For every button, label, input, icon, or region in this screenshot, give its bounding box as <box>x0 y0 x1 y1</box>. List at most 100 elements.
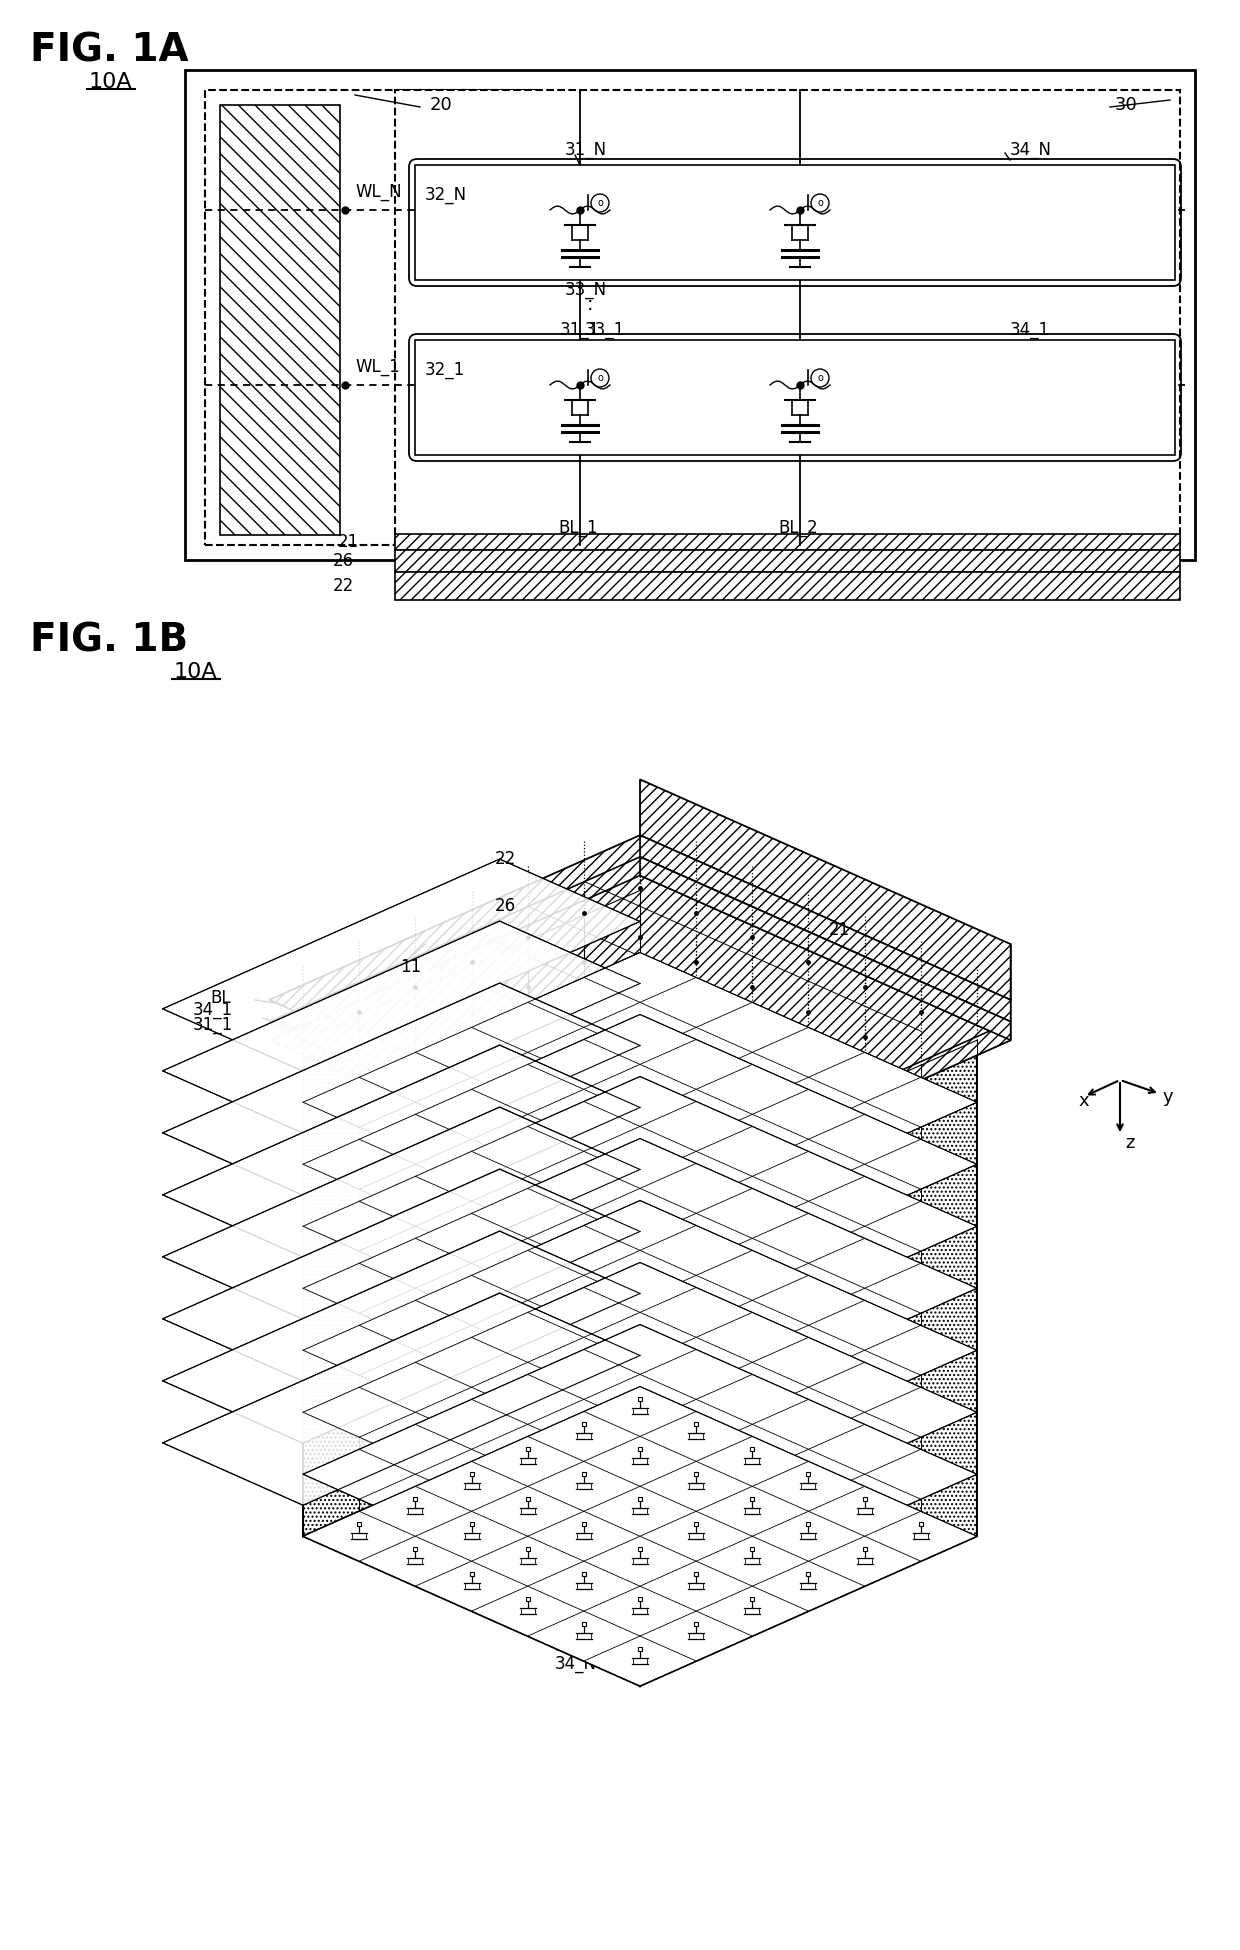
Polygon shape <box>303 1039 640 1687</box>
Bar <box>352 1533 366 1539</box>
Bar <box>396 90 1180 544</box>
Text: 31_N: 31_N <box>565 140 608 160</box>
Polygon shape <box>269 856 1011 1186</box>
Bar <box>408 1558 423 1564</box>
Bar <box>689 1632 703 1640</box>
Polygon shape <box>162 983 640 1195</box>
Polygon shape <box>162 1108 640 1320</box>
Text: 26: 26 <box>334 552 355 569</box>
Polygon shape <box>303 1262 977 1562</box>
Text: 11: 11 <box>401 957 422 975</box>
Bar <box>632 1507 647 1515</box>
Bar <box>689 1583 703 1589</box>
Text: 32_1: 32_1 <box>425 361 465 378</box>
Text: :: : <box>587 296 593 314</box>
Text: 32_N: 32_N <box>425 185 467 205</box>
Text: BL: BL <box>210 989 231 1006</box>
Bar <box>465 1583 479 1589</box>
Bar <box>521 1558 534 1564</box>
Text: 30: 30 <box>1115 96 1138 113</box>
Polygon shape <box>640 780 1011 1000</box>
Text: 26: 26 <box>495 897 516 915</box>
Bar <box>745 1507 759 1515</box>
Bar <box>632 1609 647 1615</box>
Polygon shape <box>303 952 977 1252</box>
Text: FIG. 1B: FIG. 1B <box>30 620 188 659</box>
Bar <box>858 1507 872 1515</box>
Polygon shape <box>640 1039 977 1687</box>
Bar <box>219 105 340 534</box>
Text: 34_1: 34_1 <box>193 1000 233 1020</box>
Text: 34_N: 34_N <box>556 1656 596 1673</box>
Bar <box>396 550 1180 571</box>
Polygon shape <box>303 1201 977 1500</box>
Bar <box>577 1632 590 1640</box>
Polygon shape <box>640 835 1011 1022</box>
Bar <box>521 1507 534 1515</box>
Text: WL: WL <box>448 1295 475 1312</box>
Text: BL_2: BL_2 <box>777 519 817 536</box>
Bar <box>408 1507 423 1515</box>
Text: o: o <box>817 372 823 382</box>
Polygon shape <box>640 1000 1011 1186</box>
Text: 20: 20 <box>430 96 453 113</box>
Polygon shape <box>162 1045 640 1258</box>
Polygon shape <box>303 1139 977 1437</box>
Text: 10A: 10A <box>174 661 217 682</box>
Polygon shape <box>162 860 640 1071</box>
Polygon shape <box>640 1022 1011 1205</box>
Bar <box>577 1533 590 1539</box>
Text: BL_1: BL_1 <box>558 519 598 536</box>
Polygon shape <box>162 1293 640 1505</box>
Text: o: o <box>598 372 603 382</box>
Bar <box>577 1484 590 1490</box>
Bar <box>632 1558 647 1564</box>
Text: 31_N: 31_N <box>556 1636 598 1656</box>
Text: WL_1: WL_1 <box>355 359 399 376</box>
Text: 31_1: 31_1 <box>193 1016 233 1034</box>
Bar <box>858 1558 872 1564</box>
Polygon shape <box>162 920 640 1133</box>
Polygon shape <box>640 856 1011 1039</box>
Bar <box>801 1484 816 1490</box>
Bar <box>396 534 1180 550</box>
Text: 34_N: 34_N <box>1011 140 1052 160</box>
Bar <box>521 1609 534 1615</box>
Polygon shape <box>303 1324 977 1624</box>
Polygon shape <box>303 1386 977 1687</box>
Text: z: z <box>1125 1135 1135 1152</box>
Polygon shape <box>162 1170 640 1381</box>
Text: 10A: 10A <box>88 72 131 92</box>
Text: FIG. 1A: FIG. 1A <box>30 31 188 68</box>
Bar <box>577 1583 590 1589</box>
Bar <box>396 571 1180 601</box>
Polygon shape <box>303 1014 977 1314</box>
Bar <box>632 1408 647 1414</box>
Bar <box>205 90 534 544</box>
Text: 33_1: 33_1 <box>585 322 625 339</box>
Polygon shape <box>269 876 1011 1205</box>
Bar <box>801 1583 816 1589</box>
Text: 1+N: 1+N <box>539 1429 580 1447</box>
Bar <box>632 1658 647 1663</box>
Bar <box>415 166 1176 281</box>
Polygon shape <box>162 1230 640 1443</box>
Bar <box>801 1533 816 1539</box>
Bar <box>577 1433 590 1439</box>
Text: y: y <box>1163 1088 1173 1106</box>
Text: o: o <box>817 199 823 209</box>
Bar <box>689 1533 703 1539</box>
Text: 33_N: 33_N <box>565 281 608 298</box>
Text: WL_N: WL_N <box>355 183 402 201</box>
Bar <box>914 1533 928 1539</box>
Text: 34_1: 34_1 <box>1011 322 1050 339</box>
Bar <box>689 1433 703 1439</box>
Text: 21: 21 <box>339 532 360 552</box>
Polygon shape <box>303 891 640 1537</box>
Text: 22: 22 <box>495 850 516 868</box>
Bar <box>521 1459 534 1464</box>
Bar <box>745 1459 759 1464</box>
Polygon shape <box>303 1076 977 1377</box>
Bar <box>632 1459 647 1464</box>
Text: o: o <box>598 199 603 209</box>
